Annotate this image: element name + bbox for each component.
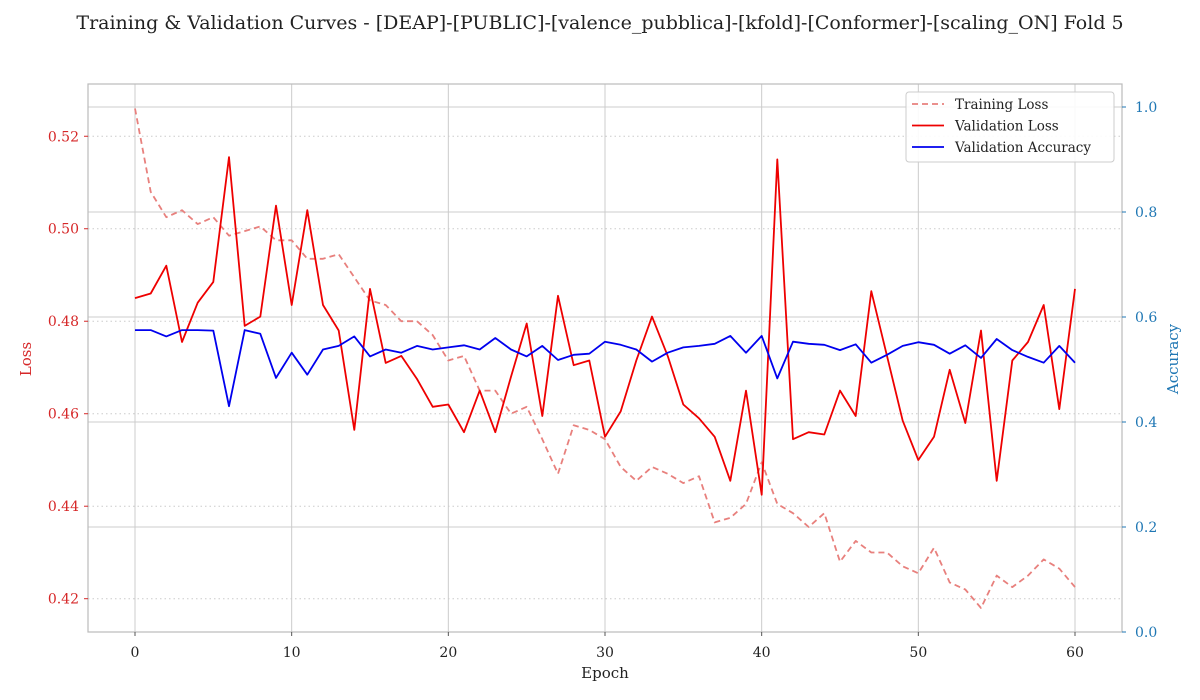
x-tick-label: 0 (131, 645, 140, 661)
x-tick-label: 40 (753, 645, 771, 661)
series-lines (134, 108, 1076, 609)
x-tick-label: 10 (283, 645, 301, 661)
y-right-tick-label: 0.4 (1135, 415, 1157, 431)
x-tick-label: 50 (909, 645, 927, 661)
x-axis-label: Epoch (581, 664, 629, 682)
y-right-tick-label: 0.6 (1135, 310, 1157, 326)
y-right-tick-label: 1.0 (1135, 100, 1157, 116)
x-tick-label: 20 (439, 645, 457, 661)
y-left-tick-label: 0.48 (48, 314, 79, 330)
y-right-tick-label: 0.2 (1135, 520, 1157, 536)
y-left-tick-label: 0.50 (48, 222, 79, 238)
legend-label: Validation Accuracy (954, 140, 1091, 156)
y-left-tick-label: 0.46 (48, 407, 79, 423)
y-right-tick-label: 0.8 (1135, 205, 1157, 221)
legend-label: Training Loss (955, 97, 1048, 113)
y-left-tick-label: 0.42 (48, 592, 79, 608)
legend-label: Validation Loss (954, 119, 1059, 135)
legend: Training Loss Validation Loss Validation A… (905, 91, 1115, 163)
series-line-validation-accuracy (135, 329, 1076, 408)
grid (88, 84, 1122, 633)
chart-title: Training & Validation Curves - [DEAP]-[P… (76, 12, 1123, 34)
x-tick-label: 60 (1066, 645, 1084, 661)
y-axis-right-label: Accuracy (1164, 323, 1182, 395)
axes: 0 10 20 30 40 50 60 0.42 0.44 0.46 0.48 0.50 0.52 0.0… (48, 83, 1157, 661)
x-tick-label: 30 (596, 645, 614, 661)
y-axis-left-label: Loss (17, 342, 35, 376)
legend-box (905, 91, 1115, 163)
y-right-tick-label: 0.0 (1135, 625, 1157, 641)
series-line-training-loss (134, 108, 1076, 609)
y-left-tick-label: 0.44 (48, 499, 79, 515)
series-line-validation-loss (134, 156, 1076, 496)
y-left-tick-label: 0.52 (48, 129, 79, 145)
